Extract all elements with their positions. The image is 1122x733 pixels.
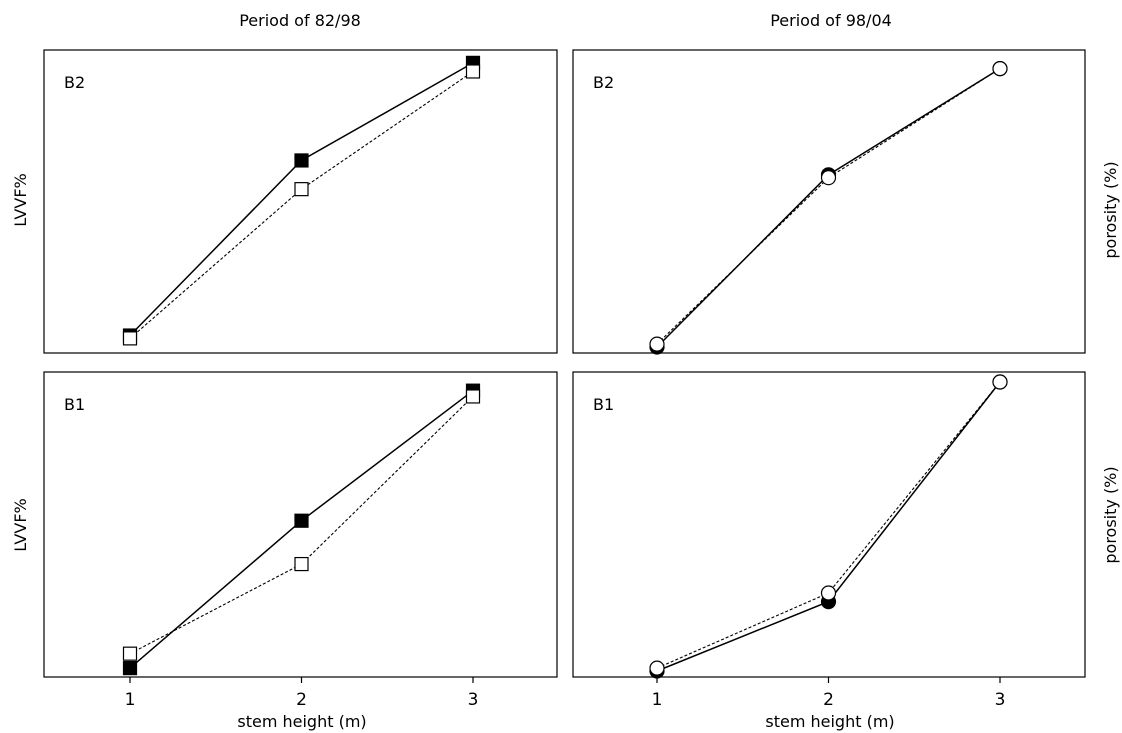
series-line-dotted bbox=[656, 381, 1001, 669]
series-line-solid bbox=[129, 390, 474, 669]
marker-square-open bbox=[294, 182, 309, 197]
marker-circle-open bbox=[820, 585, 837, 601]
column-title-left: Period of 82/98 bbox=[239, 11, 361, 30]
panel-label: B1 bbox=[64, 395, 85, 414]
marker-square-filled bbox=[122, 661, 138, 676]
y-axis-label-bottom-left: LVVF% bbox=[11, 498, 30, 551]
panel-2: B2 bbox=[572, 49, 1086, 355]
x-axis-label-left: stem height (m) bbox=[237, 712, 366, 731]
x-tick-label: 1 bbox=[652, 690, 663, 710]
panel-4: B1 1 2 3 bbox=[572, 371, 1086, 710]
series-line-solid bbox=[656, 67, 1001, 348]
panel-label: B1 bbox=[593, 395, 614, 414]
series-line-dotted bbox=[656, 68, 1001, 345]
panel-frame bbox=[572, 49, 1086, 354]
panel-frame bbox=[43, 49, 558, 354]
marker-square-open bbox=[122, 331, 138, 346]
series-line-solid bbox=[129, 62, 474, 337]
marker-circle-open bbox=[649, 660, 665, 676]
x-tick-label: 2 bbox=[296, 690, 307, 710]
y-axis-label-top-right: porosity (%) bbox=[1101, 161, 1120, 258]
x-tick-label: 3 bbox=[995, 690, 1006, 710]
panel-1: B2 bbox=[43, 49, 558, 354]
marker-circle-open bbox=[820, 170, 837, 186]
marker-square-open bbox=[294, 556, 309, 572]
x-axis-label-right: stem height (m) bbox=[765, 712, 894, 731]
panel-label: B2 bbox=[64, 73, 85, 92]
marker-square-open bbox=[465, 64, 481, 79]
x-tick-label: 1 bbox=[125, 690, 136, 710]
marker-circle-open bbox=[992, 61, 1008, 77]
marker-square-filled bbox=[294, 513, 309, 528]
column-title-right: Period of 98/04 bbox=[770, 11, 892, 30]
series-line-dotted bbox=[129, 71, 474, 339]
x-tick-label: 2 bbox=[823, 690, 834, 710]
y-axis-label-bottom-right: porosity (%) bbox=[1101, 466, 1120, 563]
y-axis-label-top-left: LVVF% bbox=[11, 173, 30, 226]
marker-square-open bbox=[122, 646, 138, 661]
panel-3: B1 1 2 3 bbox=[43, 371, 558, 710]
series-line-solid bbox=[656, 381, 1001, 672]
marker-circle-open bbox=[649, 336, 665, 352]
marker-square-open bbox=[465, 389, 481, 404]
panels-group: B2 B2 B1 1 2 3 B1 1 2 3 bbox=[43, 49, 1086, 710]
panel-frame bbox=[572, 371, 1086, 678]
marker-square-filled bbox=[294, 153, 309, 168]
panel-frame bbox=[43, 371, 558, 678]
x-tick-label: 3 bbox=[468, 690, 479, 710]
panel-label: B2 bbox=[593, 73, 614, 92]
marker-circle-open bbox=[992, 374, 1008, 390]
